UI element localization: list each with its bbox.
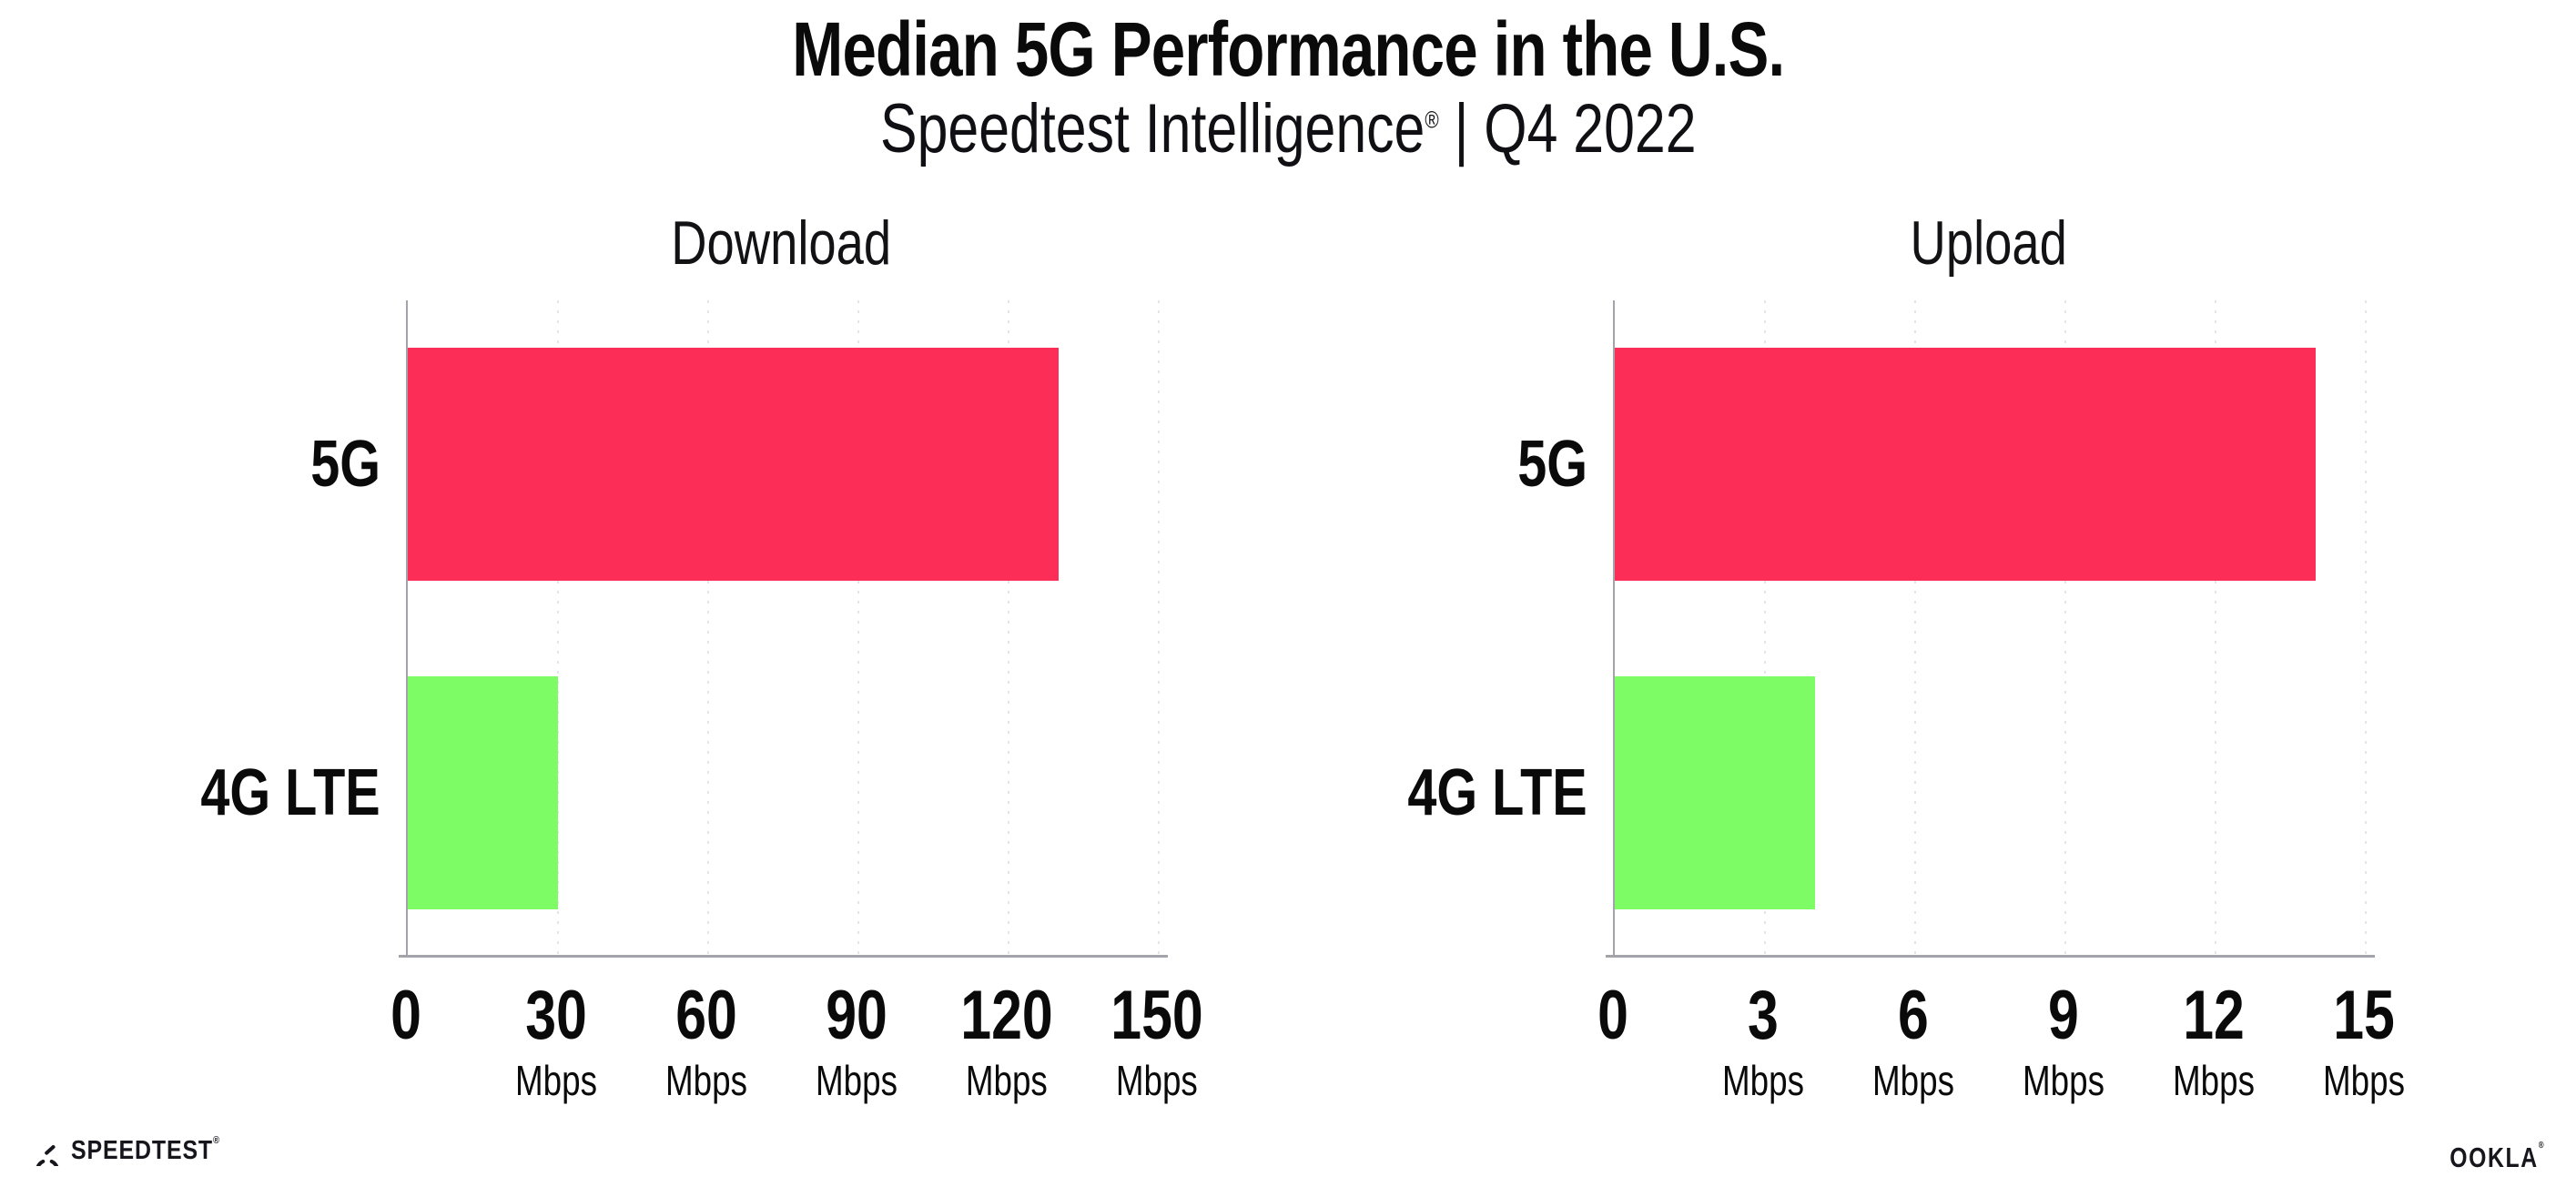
gridline: [2215, 300, 2216, 957]
tick-value: 120: [960, 977, 1053, 1054]
chart-main-title: Median 5G Performance in the U.S.: [0, 5, 2576, 94]
tick-value: 0: [390, 977, 421, 1054]
gridline: [707, 300, 709, 957]
tick-unit: Mbps: [2173, 1057, 2255, 1104]
bar-5g: [408, 348, 1059, 582]
subtitle-brand: Speedtest Intelligence: [879, 90, 1425, 167]
x-tick: 30 Mbps: [505, 977, 607, 1104]
gridline: [857, 300, 859, 957]
x-tick: 3 Mbps: [1712, 977, 1814, 1104]
tick-unit: Mbps: [665, 1057, 747, 1104]
x-tick: 120 Mbps: [949, 977, 1065, 1104]
registered-mark: ®: [1425, 106, 1439, 134]
tick-unit: Mbps: [515, 1057, 597, 1104]
category-label: 5G: [1517, 428, 1587, 502]
speedtest-registered-mark: ®: [213, 1135, 220, 1146]
tick-value: 150: [1111, 977, 1203, 1054]
x-tick: 9 Mbps: [2013, 977, 2115, 1104]
gridline: [1008, 300, 1009, 957]
gridline: [1158, 300, 1160, 957]
tick-value: 6: [1898, 977, 1929, 1054]
gridline: [1764, 300, 1766, 957]
panel-title-text: Download: [671, 208, 892, 278]
plot-area: [406, 300, 1160, 957]
tick-value: 30: [525, 977, 587, 1054]
tick-value: 90: [826, 977, 887, 1054]
tick-unit: Mbps: [1115, 1057, 1198, 1104]
speedtest-wordmark: SPEEDTEST: [71, 1136, 214, 1165]
chart-main-title-text: Median 5G Performance in the U.S.: [791, 6, 1785, 92]
speedtest-logo: SPEEDTEST®: [33, 1136, 245, 1166]
gridline: [2365, 300, 2367, 957]
x-axis-line: [399, 955, 1168, 958]
tick-value: 15: [2333, 977, 2395, 1054]
x-tick: 6 Mbps: [1862, 977, 1964, 1104]
tick-unit: Mbps: [965, 1057, 1048, 1104]
bar-row: [408, 300, 1159, 629]
tick-unit: Mbps: [2323, 1057, 2405, 1104]
x-tick: 12 Mbps: [2163, 977, 2265, 1104]
tick-unit: Mbps: [1722, 1057, 1804, 1104]
x-tick: 0: [1594, 981, 1632, 1050]
bar-5g: [1615, 348, 2316, 582]
tick-value: 12: [2183, 977, 2245, 1054]
tick-value: 3: [1748, 977, 1779, 1054]
category-label: 4G LTE: [200, 756, 380, 829]
tick-value: 9: [2048, 977, 2079, 1054]
plot-area: [1613, 300, 2367, 957]
bar-row: [1615, 300, 2366, 629]
gridline: [557, 300, 559, 957]
ookla-logo: OOKLA®: [2426, 1141, 2545, 1174]
x-tick: 60 Mbps: [655, 977, 757, 1104]
category-label: 5G: [310, 428, 380, 502]
tick-unit: Mbps: [1872, 1057, 1954, 1104]
ookla-registered-mark: ®: [2538, 1141, 2545, 1151]
speedtest-gauge-icon: [35, 1144, 59, 1166]
tick-value: 0: [1597, 977, 1628, 1054]
tick-value: 60: [675, 977, 737, 1054]
x-tick: 150 Mbps: [1100, 977, 1215, 1104]
bar-rows: [408, 300, 1159, 957]
category-label: 4G LTE: [1407, 756, 1587, 829]
bar-4g-lte: [1615, 675, 1815, 909]
x-axis-ticks: 0 3 Mbps 6 Mbps 9 Mbps 12 Mbps 15 Mbps: [1597, 977, 2405, 1109]
x-tick: 15 Mbps: [2313, 977, 2415, 1104]
download-chart-panel: Download 5G 4G LTE 0 30 Mbps 60 Mbps 90 Mbps 120…: [195, 0, 1203, 1197]
bar-row: [408, 629, 1159, 958]
tick-unit: Mbps: [816, 1057, 898, 1104]
bar-row: [1615, 629, 2366, 958]
panel-title-text: Upload: [1910, 208, 2067, 278]
x-tick: 90 Mbps: [806, 977, 908, 1104]
x-tick: 0: [387, 981, 425, 1050]
tick-unit: Mbps: [2023, 1057, 2104, 1104]
gridline: [1914, 300, 1916, 957]
panel-title: Upload: [1613, 208, 2364, 279]
upload-chart-panel: Upload 5G 4G LTE 0 3 Mbps 6 Mbps 9 Mbps 12 Mbps 15…: [1402, 0, 2405, 1197]
x-axis-ticks: 0 30 Mbps 60 Mbps 90 Mbps 120 Mbps 150 Mbps: [390, 977, 1203, 1109]
chart-subtitle: Speedtest Intelligence® | Q4 2022: [0, 89, 2576, 168]
gridline: [2064, 300, 2066, 957]
y-axis-labels: 5G 4G LTE: [195, 300, 380, 957]
bar-rows: [1615, 300, 2366, 957]
panel-title: Download: [406, 208, 1157, 279]
ookla-wordmark: OOKLA: [2449, 1141, 2539, 1173]
x-axis-line: [1606, 955, 2375, 958]
y-axis-labels: 5G 4G LTE: [1402, 300, 1587, 957]
subtitle-period: | Q4 2022: [1454, 90, 1697, 167]
bar-4g-lte: [408, 675, 558, 909]
